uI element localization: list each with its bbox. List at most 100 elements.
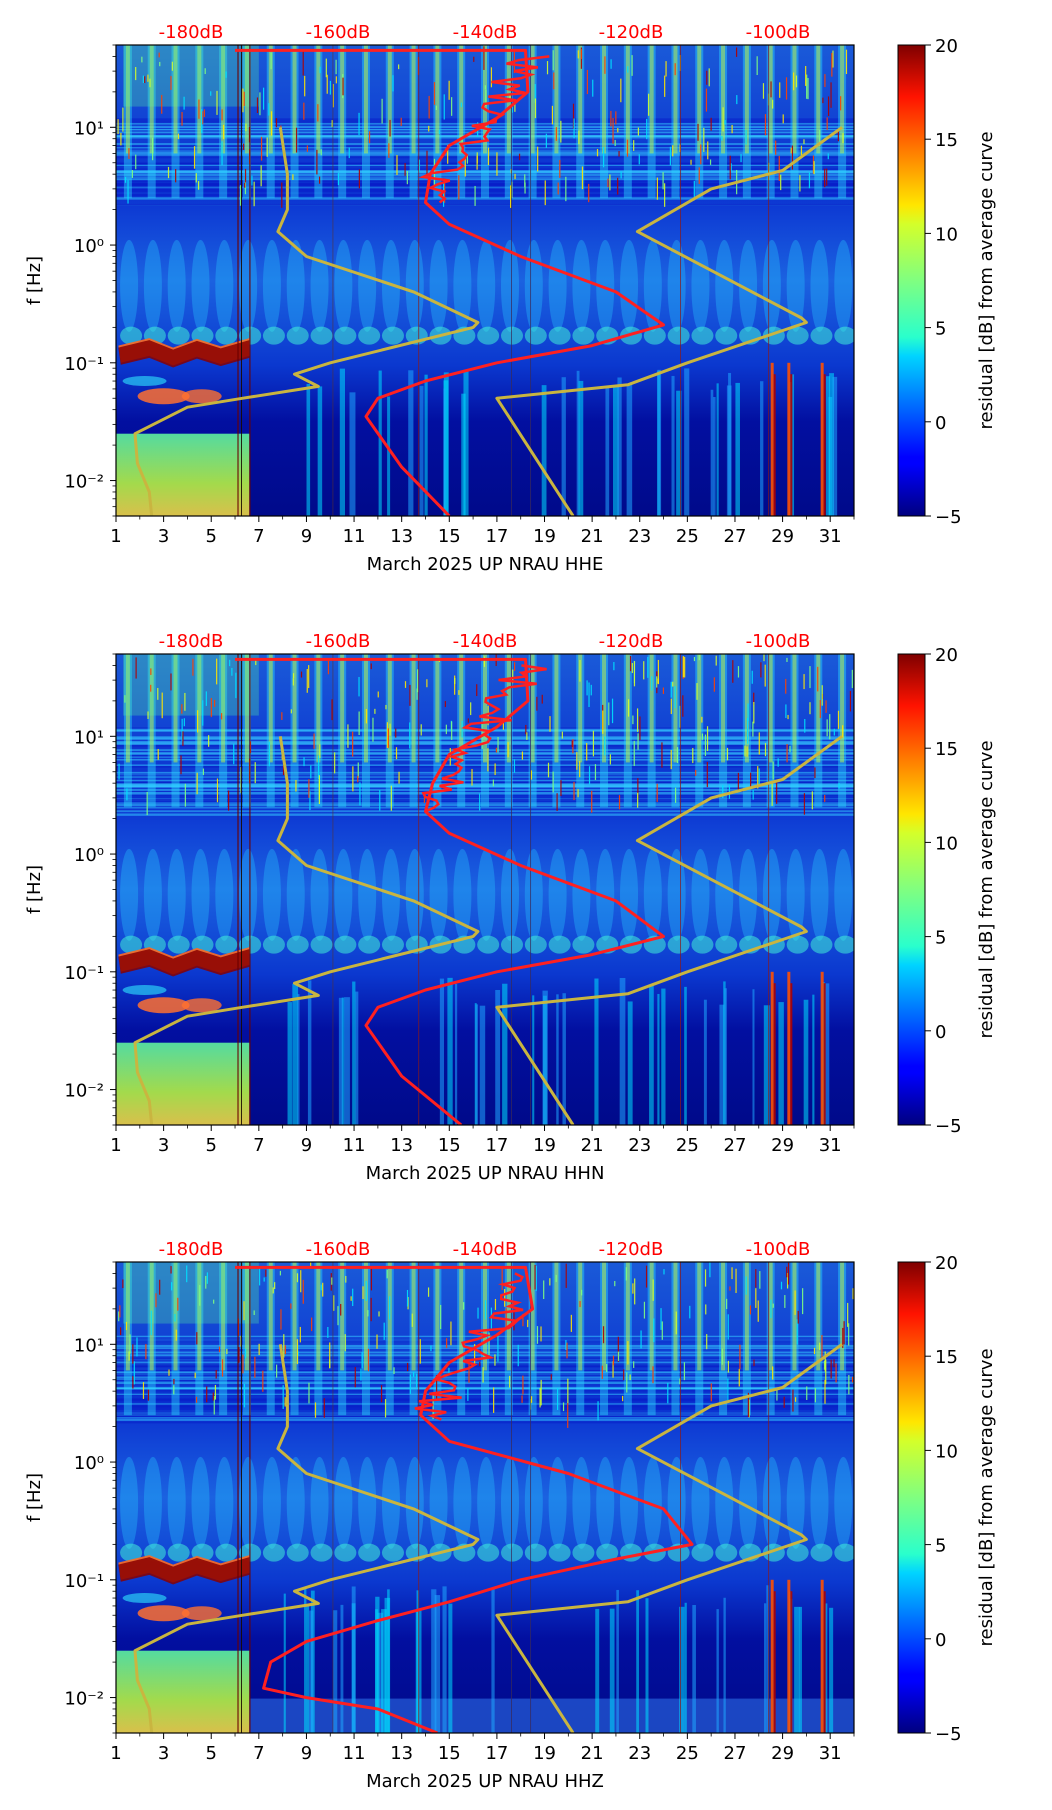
texture-band bbox=[116, 802, 854, 804]
daily-blob bbox=[358, 1543, 381, 1562]
hf-spike bbox=[242, 1354, 244, 1374]
colorbar-tick-label: 0 bbox=[935, 1630, 946, 1651]
top-db-label: -160dB bbox=[306, 1239, 371, 1260]
hf-spike bbox=[824, 74, 826, 88]
hf-spike bbox=[726, 1298, 728, 1310]
hf-spike bbox=[376, 1334, 378, 1349]
texture-band bbox=[116, 1413, 854, 1416]
hf-spike bbox=[622, 1395, 624, 1402]
daily-blob bbox=[262, 326, 285, 345]
transient-streak bbox=[763, 1005, 770, 1125]
hf-spike bbox=[135, 657, 137, 679]
day-burst bbox=[504, 1262, 513, 1416]
daily-blob bbox=[572, 1543, 595, 1562]
hf-spike bbox=[537, 146, 539, 172]
daily-blob bbox=[548, 935, 571, 954]
hf-spike bbox=[239, 185, 242, 206]
hf-spike bbox=[662, 687, 665, 694]
daily-blob bbox=[120, 1543, 143, 1562]
hf-spike bbox=[670, 698, 672, 715]
hf-spike bbox=[779, 82, 781, 98]
hf-spike bbox=[545, 133, 547, 148]
hf-spike bbox=[555, 127, 557, 141]
daily-blob bbox=[596, 848, 615, 941]
hf-spike bbox=[124, 695, 126, 703]
hf-spike bbox=[751, 670, 753, 684]
transient-streak bbox=[616, 1589, 619, 1733]
secondary-band bbox=[122, 376, 167, 387]
hf-spike bbox=[157, 687, 159, 700]
hf-spike bbox=[404, 163, 406, 176]
x-axis-label: March 2025 UP NRAU HHE bbox=[367, 554, 604, 575]
texture-band bbox=[116, 1386, 854, 1390]
hf-spike bbox=[590, 684, 592, 696]
hf-spike bbox=[689, 1305, 691, 1319]
day-burst bbox=[576, 654, 585, 808]
hf-spike bbox=[753, 701, 755, 724]
transient-streak bbox=[443, 372, 449, 516]
x-tick-label: 7 bbox=[253, 1135, 264, 1156]
hf-spike bbox=[700, 144, 702, 165]
hf-spike bbox=[482, 1367, 484, 1383]
hf-spike bbox=[477, 1307, 479, 1319]
hf-spike bbox=[254, 762, 256, 784]
texture-band bbox=[116, 1399, 854, 1401]
hf-spike bbox=[579, 761, 581, 778]
hf-spike bbox=[416, 688, 418, 700]
hf-spike bbox=[543, 1280, 545, 1300]
hf-spike bbox=[830, 82, 832, 108]
colorbar-tick-label: −5 bbox=[935, 1116, 962, 1137]
hf-spike bbox=[534, 98, 537, 119]
texture-band bbox=[116, 1365, 854, 1368]
texture-band bbox=[116, 168, 854, 170]
hf-spike bbox=[637, 792, 639, 808]
daily-blob bbox=[620, 848, 639, 941]
hf-spike bbox=[235, 672, 237, 699]
transient-streak bbox=[541, 385, 547, 516]
hf-spike bbox=[806, 74, 808, 99]
hf-spike bbox=[530, 770, 533, 780]
day-burst bbox=[411, 45, 416, 154]
day-burst bbox=[578, 45, 583, 154]
hf-spike bbox=[221, 141, 223, 166]
daily-blob bbox=[834, 935, 854, 954]
event-streak bbox=[773, 1591, 776, 1733]
day-burst bbox=[171, 654, 180, 808]
transient-streak bbox=[317, 386, 323, 516]
daily-blob bbox=[643, 1456, 662, 1549]
hf-spike bbox=[275, 118, 278, 128]
hf-spike bbox=[300, 671, 303, 678]
microseism-band-core bbox=[118, 1557, 250, 1585]
top-db-label: -140dB bbox=[453, 22, 518, 43]
hf-spike bbox=[428, 95, 430, 119]
hf-spike bbox=[777, 758, 779, 767]
hf-spike bbox=[290, 709, 292, 714]
hf-spike bbox=[327, 657, 330, 675]
hf-spike bbox=[755, 1288, 757, 1308]
top-db-label: -120dB bbox=[599, 22, 664, 43]
hf-spike bbox=[195, 173, 197, 183]
texture-band bbox=[116, 145, 854, 147]
hf-spike bbox=[206, 1386, 208, 1403]
day-burst bbox=[554, 1262, 559, 1371]
day-burst bbox=[792, 45, 797, 154]
hf-spike bbox=[674, 686, 676, 709]
colorbar-tick-label: 10 bbox=[935, 1441, 958, 1462]
hf-spike bbox=[201, 109, 203, 134]
day-burst bbox=[695, 1262, 704, 1416]
hf-spike bbox=[171, 61, 173, 71]
texture-band bbox=[116, 194, 854, 196]
hf-spike bbox=[358, 112, 360, 136]
transient-streak bbox=[442, 1586, 447, 1733]
hf-spike bbox=[194, 1372, 196, 1379]
daily-blob bbox=[739, 239, 758, 332]
hf-spike bbox=[640, 1330, 642, 1349]
hf-spike bbox=[648, 93, 650, 116]
day-burst bbox=[623, 654, 632, 808]
event-streak bbox=[823, 374, 826, 516]
hf-spike bbox=[329, 1359, 331, 1368]
hf-spike bbox=[409, 684, 411, 706]
hf-spike bbox=[125, 1321, 128, 1331]
hf-spike bbox=[306, 668, 308, 693]
